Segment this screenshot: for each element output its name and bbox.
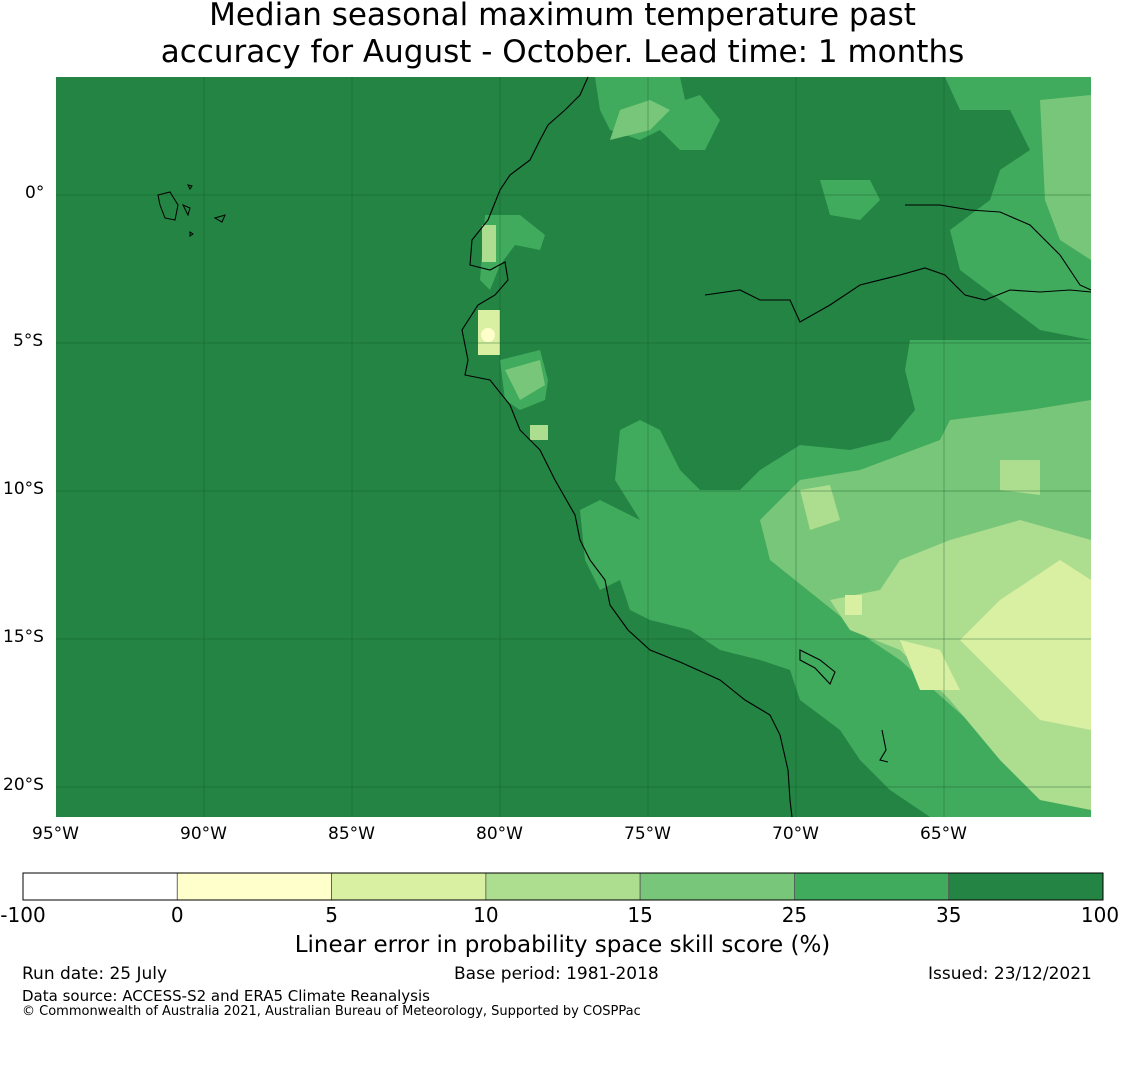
colorbar-tick-label: 25 bbox=[781, 903, 808, 927]
region-10-15 bbox=[530, 425, 548, 440]
map-title-line-1: Median seasonal maximum temperature past bbox=[209, 0, 916, 33]
lat-tick-label: 5°S bbox=[13, 331, 44, 351]
region-15-25 bbox=[610, 100, 670, 140]
colorbar-title: Linear error in probability space skill … bbox=[294, 932, 831, 958]
region-5-10 bbox=[960, 560, 1091, 730]
graticule bbox=[56, 77, 1091, 817]
lon-tick-label: 75°W bbox=[624, 824, 671, 844]
region-10-15 bbox=[800, 485, 840, 530]
region-5-10 bbox=[900, 640, 960, 690]
colorbar-tick-label: 15 bbox=[627, 903, 653, 927]
lon-tick-label: 85°W bbox=[328, 824, 375, 844]
lon-tick-label: 90°W bbox=[180, 824, 227, 844]
region-15-25 bbox=[1040, 95, 1091, 260]
colorbar-segment bbox=[331, 872, 487, 901]
colorbar-tick-label: 35 bbox=[935, 903, 962, 927]
colorbar-segment bbox=[948, 872, 1104, 901]
colorbar-frame bbox=[22, 872, 1104, 901]
colorbar-tick-label: -100 bbox=[0, 903, 46, 927]
map-title-line-2: accuracy for August - October. Lead time… bbox=[160, 34, 965, 70]
lon-tick-label: 95°W bbox=[32, 824, 79, 844]
colorbar-tick-label: 5 bbox=[325, 903, 338, 927]
run-date: Run date: 25 July bbox=[22, 964, 168, 984]
skill-regions bbox=[478, 77, 1091, 817]
base-period: Base period: 1981-2018 bbox=[454, 964, 659, 984]
colorbar-tick-label: 0 bbox=[170, 903, 184, 927]
colorbar-segment bbox=[22, 872, 178, 901]
colorbar-tick-label: 10 bbox=[473, 903, 499, 927]
lat-tick-label: 15°S bbox=[3, 627, 44, 647]
colorbar bbox=[22, 872, 1104, 901]
lon-tick-label: 80°W bbox=[476, 824, 523, 844]
region-10-15 bbox=[482, 225, 496, 262]
issued-date: Issued: 23/12/2021 bbox=[928, 964, 1092, 984]
region-25-35 bbox=[820, 180, 880, 220]
galapagos-islands bbox=[157, 184, 226, 237]
lat-tick-label: 0° bbox=[25, 183, 45, 203]
colorbar-tick-label: 100 bbox=[1080, 903, 1120, 927]
lat-tick-label: 10°S bbox=[3, 479, 44, 499]
region-peak bbox=[481, 328, 495, 342]
data-source: Data source: ACCESS-S2 and ERA5 Climate … bbox=[22, 987, 430, 1005]
region-5-10 bbox=[845, 595, 862, 615]
colorbar-segment bbox=[794, 872, 950, 901]
colorbar-segment bbox=[485, 872, 641, 901]
region-15-25 bbox=[505, 360, 545, 400]
coastline bbox=[461, 76, 1092, 818]
lon-tick-label: 65°W bbox=[920, 824, 967, 844]
lat-tick-label: 20°S bbox=[3, 775, 44, 795]
region-25-35 bbox=[480, 215, 545, 290]
lon-tick-label: 70°W bbox=[772, 824, 819, 844]
copyright: © Commonwealth of Australia 2021, Austra… bbox=[22, 1004, 641, 1019]
region-10-15 bbox=[1000, 460, 1040, 495]
colorbar-segment bbox=[176, 872, 332, 901]
colorbar-segment bbox=[639, 872, 795, 901]
